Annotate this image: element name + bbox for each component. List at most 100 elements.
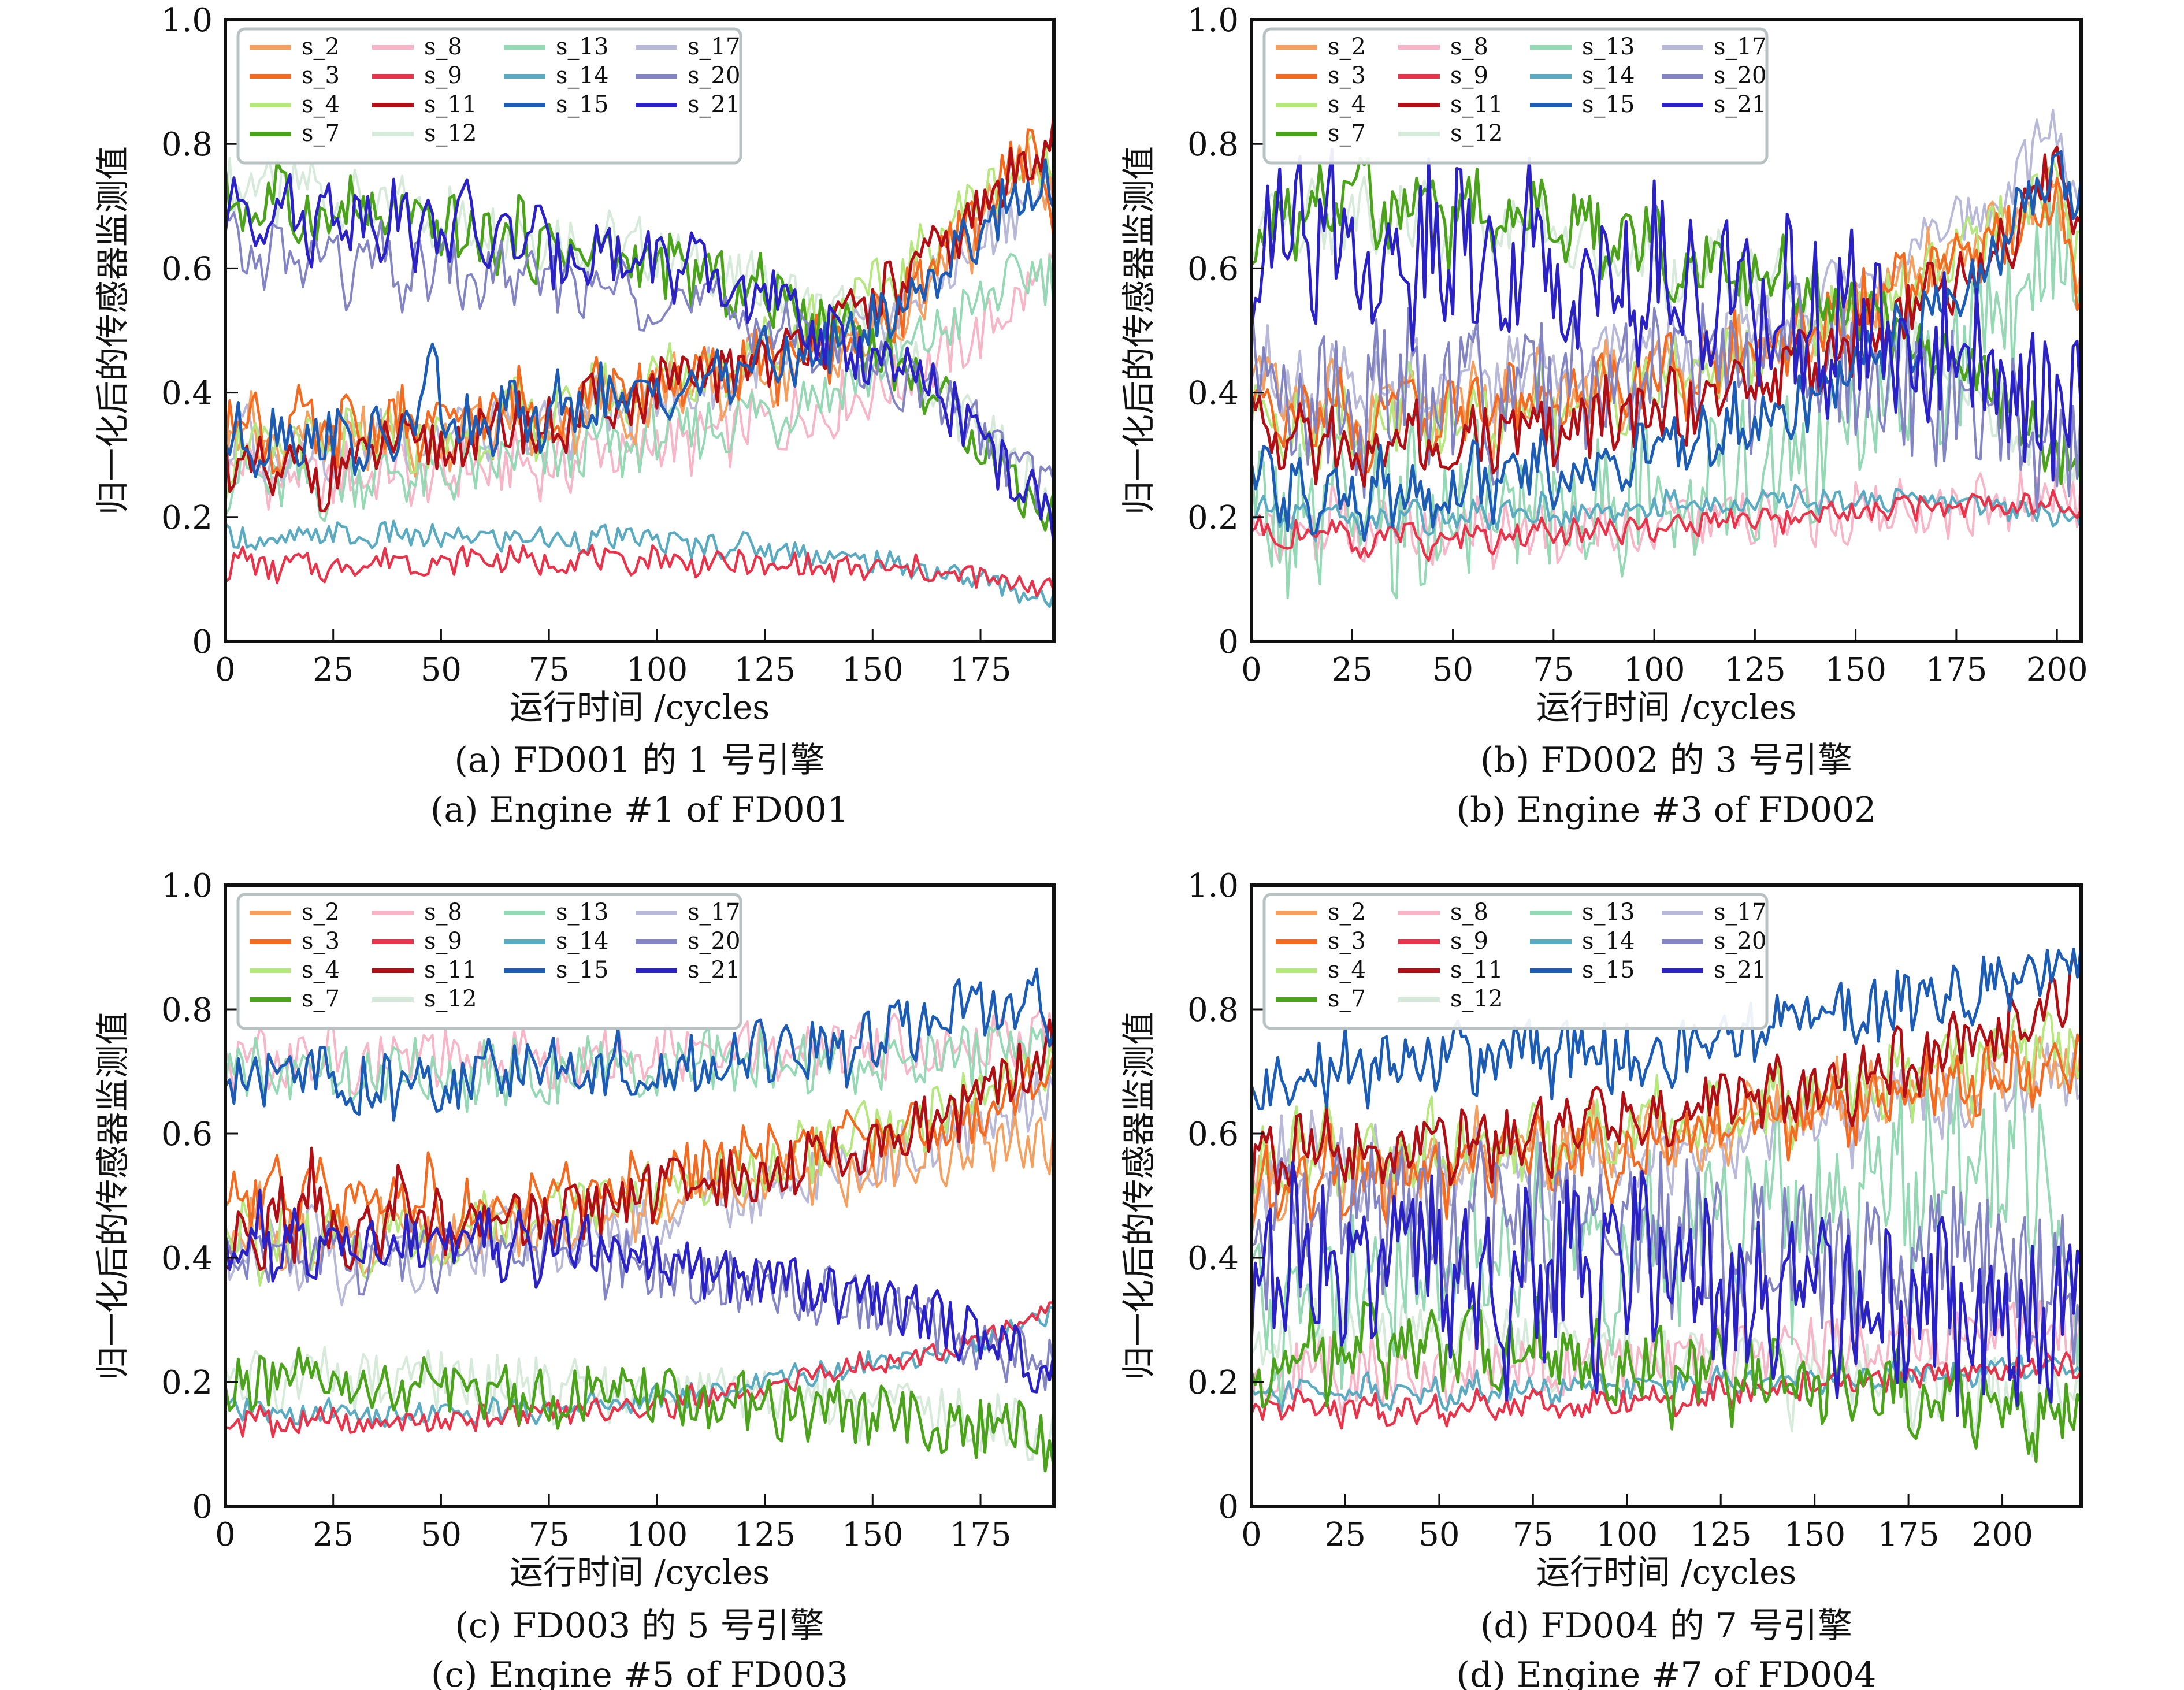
legend-item-s20: s_20 [1662, 928, 1766, 954]
legend-item-s12: s_12 [372, 120, 477, 147]
x-tick-label-d: 0 [1241, 1516, 1262, 1554]
y-tick-label-d: 0 [1218, 1488, 1239, 1526]
x-tick-label-b: 25 [1332, 651, 1373, 689]
x-tick-label-c: 0 [215, 1516, 236, 1554]
legend-label: s_20 [688, 928, 740, 954]
legend-label: s_14 [556, 928, 608, 954]
legend-label: s_4 [1328, 91, 1366, 118]
legend-item-s4: s_4 [1276, 91, 1366, 118]
y-tick-label-b: 0.6 [1187, 250, 1239, 288]
series-group-c [225, 967, 1054, 1473]
legend-item-s12: s_12 [1398, 986, 1503, 1012]
legend-item-s13: s_13 [1530, 899, 1635, 926]
legend-item-s15: s_15 [504, 957, 608, 983]
legend-item-s4: s_4 [250, 957, 340, 983]
legend-label: s_20 [1714, 928, 1766, 954]
x-tick-label-d: 150 [1784, 1516, 1845, 1554]
x-tick-label-a: 125 [734, 651, 796, 689]
legend-item-s20: s_20 [636, 62, 740, 89]
legend-item-s15: s_15 [1530, 91, 1635, 118]
legend-label: s_8 [1450, 34, 1488, 60]
series-line-c-s21 [225, 1188, 1054, 1394]
x-tick-label-c: 75 [529, 1516, 570, 1554]
legend-label: s_17 [1714, 899, 1766, 926]
legend-label: s_21 [1714, 957, 1766, 983]
legend-label: s_2 [302, 899, 340, 926]
legend-label: s_15 [1582, 91, 1635, 118]
series-line-d-s8 [1251, 1297, 2081, 1416]
legend-item-s20: s_20 [636, 928, 740, 954]
series-line-c-s14 [225, 1306, 1054, 1430]
legend-item-s21: s_21 [636, 91, 740, 118]
series-line-c-s11 [225, 1018, 1054, 1271]
legend-item-s14: s_14 [504, 928, 608, 954]
y-tick-label-b: 0.2 [1187, 499, 1239, 537]
series-line-a-s20 [225, 211, 1054, 510]
legend-item-s9: s_9 [1398, 928, 1488, 954]
y-tick-label-d: 0.4 [1187, 1240, 1239, 1277]
legend-label: s_13 [1582, 34, 1635, 60]
x-tick-label-a: 50 [421, 651, 462, 689]
x-tick-label-c: 50 [421, 1516, 462, 1554]
legend-label: s_17 [688, 899, 740, 926]
legend-item-s17: s_17 [636, 34, 740, 60]
legend-item-s2: s_2 [250, 34, 340, 60]
legend-item-s12: s_12 [372, 986, 477, 1012]
x-tick-label-d: 75 [1513, 1516, 1554, 1554]
series-line-d-s15 [1251, 946, 2081, 1110]
legend-item-s11: s_11 [1398, 91, 1503, 118]
legend-label: s_7 [302, 120, 340, 147]
x-tick-label-b: 200 [2026, 651, 2088, 689]
x-tick-label-c: 100 [626, 1516, 688, 1554]
legend-label: s_3 [302, 62, 340, 89]
x-tick-label-b: 100 [1624, 651, 1685, 689]
legend-box-c [236, 893, 742, 1030]
legend-label: s_14 [1582, 928, 1635, 954]
x-tick-label-d: 50 [1418, 1516, 1459, 1554]
series-line-a-s13 [225, 252, 1054, 522]
legend-item-s3: s_3 [1276, 62, 1366, 89]
panel-b: 0 25 50 75 100 125 150 175 200 0 0.2 0.4 0.6 0.8 1.0 运行… [1119, 2, 2088, 830]
y-axis-label-d: 归一化后的传感器监测值 [1119, 1011, 1158, 1380]
x-tick-label-c: 125 [734, 1516, 796, 1554]
y-tick-label-d: 0.8 [1187, 991, 1239, 1029]
legend-item-s8: s_8 [372, 34, 462, 60]
series-line-d-s11 [1251, 952, 2081, 1201]
legend-item-s9: s_9 [1398, 62, 1488, 89]
legend-label: s_20 [688, 62, 740, 89]
x-tick-label-c: 175 [950, 1516, 1012, 1554]
caption-cn-c: (c) FD003 的 5 号引擎 [455, 1606, 824, 1646]
y-tick-label-d: 0.6 [1187, 1116, 1239, 1153]
caption-cn-a: (a) FD001 的 1 号引擎 [454, 740, 824, 781]
series-line-d-s20 [1251, 1139, 2081, 1365]
legend-item-s14: s_14 [504, 62, 608, 89]
legend-item-s17: s_17 [1662, 34, 1766, 60]
x-axis-label-b: 运行时间 /cycles [1536, 688, 1796, 727]
series-line-a-s7 [225, 159, 1054, 532]
legend-item-s4: s_4 [250, 91, 340, 118]
x-tick-label-b: 75 [1533, 651, 1574, 689]
y-tick-label-c: 0.8 [161, 991, 213, 1029]
legend-label: s_3 [1328, 928, 1366, 954]
legend-item-s14: s_14 [1530, 928, 1635, 954]
legend-label: s_13 [1582, 899, 1635, 926]
legend-label: s_9 [1450, 62, 1488, 89]
series-line-c-s7 [225, 1346, 1054, 1473]
legend-item-s3: s_3 [250, 928, 340, 954]
legend-label: s_12 [424, 986, 477, 1012]
legend-label: s_21 [688, 957, 740, 983]
caption-en-c: (c) Engine #5 of FD003 [431, 1655, 848, 1690]
y-axis-label-a: 归一化后的传感器监测值 [93, 146, 132, 515]
axes-frame-c [224, 883, 1056, 1508]
legend-item-s2: s_2 [250, 899, 340, 926]
legend-item-s11: s_11 [372, 957, 477, 983]
axes-frame-a [224, 18, 1056, 643]
y-tick-label-c: 0 [192, 1488, 213, 1526]
legend-label: s_12 [424, 120, 477, 147]
y-axis-label-b: 归一化后的传感器监测值 [1119, 146, 1158, 515]
y-tick-label-c: 0.4 [161, 1240, 213, 1277]
x-axis-label-a: 运行时间 /cycles [510, 688, 770, 727]
legend-label: s_11 [424, 91, 477, 118]
y-tick-label-c: 1.0 [161, 867, 213, 905]
legend-label: s_7 [1328, 120, 1366, 147]
